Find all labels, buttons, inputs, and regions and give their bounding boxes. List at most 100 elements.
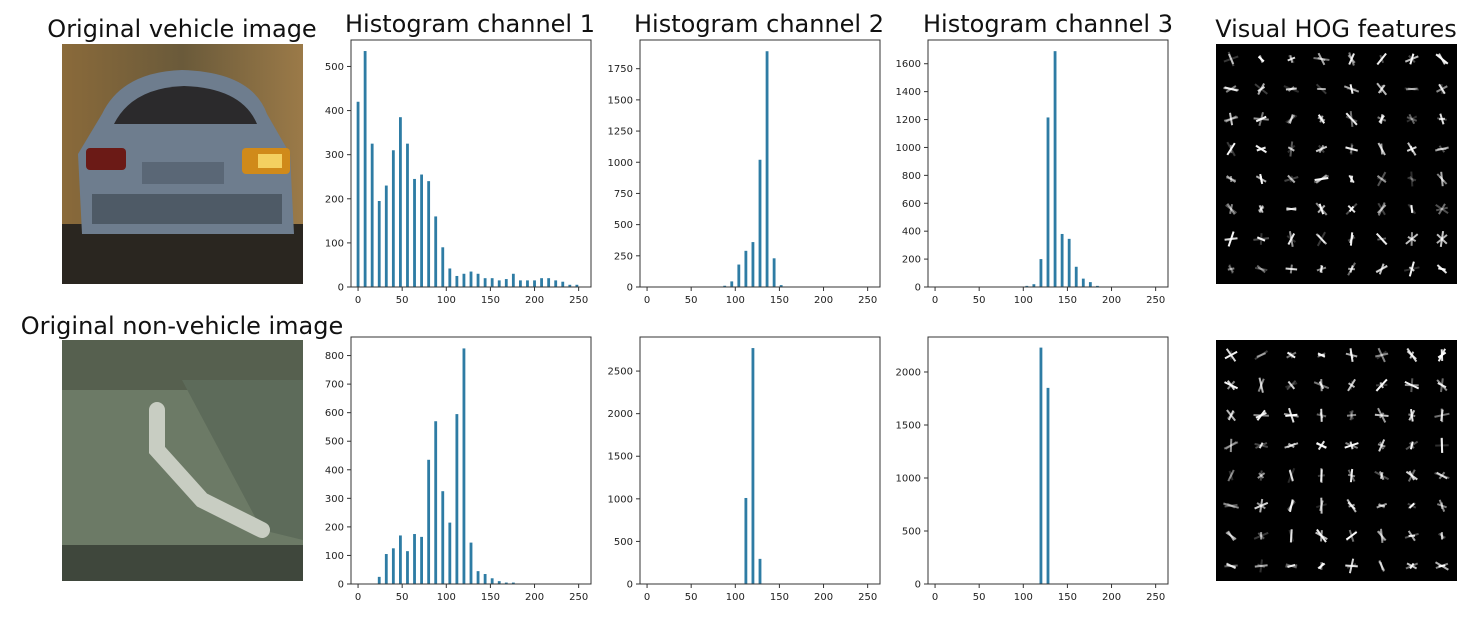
bar [1060,233,1064,287]
hog-gradient-stroke [1227,469,1235,482]
hog-gradient-stroke [1254,266,1268,272]
hog-gradient-stroke [1348,529,1355,543]
bar [1074,266,1078,287]
histogram-rvehicle-c1: 0 50 100 150 200 250 0 100 200 300 400 500 [325,39,592,306]
bar [772,258,776,287]
nonvehicle-image [62,340,303,581]
hog-gradient-stroke [1317,116,1326,122]
hog-gradient-stroke [1286,351,1296,359]
x-tick-label: 250 [569,592,588,603]
hog-gradient-stroke [1349,234,1355,244]
nonvehicle-image-title: Original non-vehicle image [20,312,344,340]
hog-gradient-stroke [1440,171,1444,187]
bar [526,280,529,287]
hog-gradient-stroke [1229,203,1234,215]
hog-gradient-stroke [1258,377,1264,393]
x-tick-label: 150 [770,295,789,306]
hog-gradient-stroke [1256,236,1266,242]
hog-gradient-stroke [1375,378,1388,392]
hog-gradient-stroke [1376,175,1387,183]
y-tick-label: 300 [325,494,344,505]
x-tick-label: 250 [1146,295,1165,306]
x-tick-label: 0 [644,295,650,306]
hog-gradient-stroke [1407,530,1416,542]
hog-gradient-stroke [1317,204,1326,214]
hog-gradient-stroke [1317,352,1326,358]
bar [391,150,395,287]
x-tick-label: 150 [770,592,789,603]
vehicle-image-title: Original vehicle image [47,15,317,43]
x-tick-label: 250 [1146,592,1165,603]
hog-gradient-stroke [1226,411,1236,420]
x-tick-label: 250 [569,295,588,306]
y-tick-label: 500 [614,537,633,548]
vehicle-image [62,44,303,284]
bar [540,278,543,287]
hog-gradient-stroke [1436,471,1448,480]
hog-gradient-stroke [1259,173,1264,185]
y-tick-label: 0 [338,283,344,294]
hog-gradient-stroke [1320,264,1323,274]
bar [568,284,572,287]
x-tick-label: 150 [1058,592,1077,603]
bar [377,576,381,584]
hog-gradient-stroke [1288,407,1295,423]
hog-gradient-stroke [1438,499,1446,512]
hog-gradient-stroke [1375,264,1388,274]
hog-gradient-stroke [1439,532,1445,540]
y-tick-label: 1000 [608,158,633,169]
hog-gradient-stroke [1227,53,1235,65]
bar [384,185,388,287]
bar [476,273,480,287]
hog-gradient-stroke [1313,381,1330,390]
hog-gradient-stroke [1227,410,1235,421]
bar [420,536,423,584]
hog-gradient-stroke [1287,467,1296,484]
hog-gradient-stroke [1286,207,1297,211]
hog-gradient-stroke [1438,564,1446,568]
histogram-rnon-vehicle-c1: 0 50 100 150 200 250 0 100 200 300 400 500 600 700 800 [325,336,592,603]
x-tick-label: 100 [726,592,745,603]
bar [1067,238,1071,287]
plot-frame [350,39,592,288]
bar [490,278,494,287]
x-tick-label: 100 [437,295,456,306]
x-tick-label: 250 [858,592,877,603]
y-tick-label: 250 [614,251,633,262]
hog-gradient-stroke [1406,115,1418,123]
histogram-rvehicle-c3: 0 50 100 150 200 250 0 200 400 600 800 1000 1200 1400… [896,39,1169,306]
hog-gradient-stroke [1225,348,1237,362]
bar [497,280,501,287]
hog-gradient-stroke [1317,352,1326,358]
hog-gradient-stroke [1380,114,1384,124]
hog-gradient-stroke [1438,203,1446,215]
hog-gradient-stroke [1408,470,1415,481]
y-tick-label: 1000 [608,494,633,505]
hog-gradient-stroke [1317,474,1326,477]
hog-gradient-stroke [1257,86,1266,92]
x-tick-label: 100 [1014,592,1033,603]
hog-gradient-stroke [1349,441,1354,450]
hog-gradient-stroke [1313,57,1330,61]
hog-gradient-stroke [1349,468,1354,483]
hog-gradient-stroke [1287,146,1295,152]
hog-gradient-stroke [1377,116,1387,122]
hog-gradient-stroke [1406,116,1418,122]
hog-gradient-stroke [1408,502,1415,509]
hog-gradient-stroke [1408,113,1416,125]
bar [511,273,515,287]
x-tick-label: 150 [1058,295,1077,306]
hist1-title: Histogram channel 1 [345,10,595,38]
hog-gradient-stroke [1347,262,1356,276]
bar [448,268,452,287]
hog-gradient-stroke [1287,563,1296,569]
hog-gradient-stroke [1346,563,1357,569]
bar [511,582,515,584]
hog-gradient-stroke [1349,265,1354,273]
y-tick-label: 1500 [896,420,921,431]
y-tick-label: 0 [915,580,921,591]
bar [434,421,438,584]
hog-gradient-stroke [1408,54,1416,64]
